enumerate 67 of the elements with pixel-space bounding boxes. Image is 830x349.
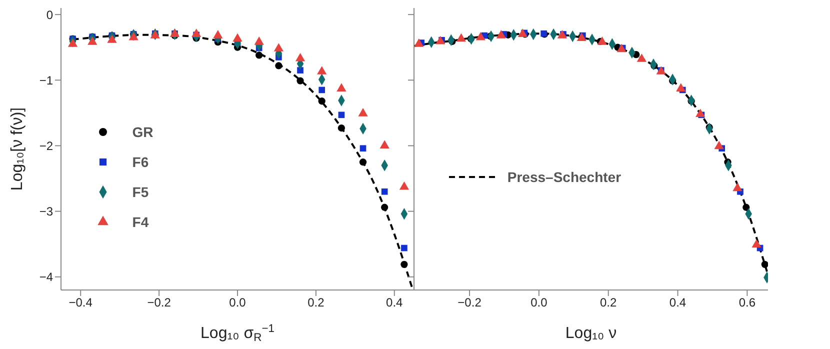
point <box>381 188 388 195</box>
point <box>336 83 346 92</box>
point <box>318 86 325 94</box>
point <box>456 33 466 42</box>
point <box>400 260 408 268</box>
point <box>88 36 98 45</box>
point <box>616 44 626 52</box>
point <box>752 239 762 248</box>
point <box>192 28 202 38</box>
x-tick-label: 0.0 <box>530 296 548 310</box>
point <box>295 52 306 62</box>
point <box>128 32 138 40</box>
point <box>676 83 686 92</box>
y-tick-label: −1 <box>39 73 54 88</box>
point <box>414 38 424 47</box>
x-tick-label: 0.0 <box>229 296 246 310</box>
point <box>696 108 706 118</box>
point <box>761 260 768 268</box>
point <box>401 244 408 252</box>
point <box>275 62 282 70</box>
x-tick-label: −0.2 <box>458 296 482 310</box>
point <box>254 36 264 45</box>
y-tick-label: −2 <box>39 138 54 153</box>
point <box>68 38 78 47</box>
y-tick-label: −3 <box>39 204 54 219</box>
point <box>213 30 223 38</box>
point <box>338 124 346 132</box>
y-axis-title: Log₁₀[ν f(ν)] <box>9 107 26 191</box>
point <box>256 52 263 59</box>
point <box>381 204 388 211</box>
point <box>360 145 366 152</box>
x-tick-label: 0.2 <box>308 296 325 310</box>
x-tick-label: 0.4 <box>669 296 686 310</box>
point <box>597 36 607 45</box>
point <box>232 33 242 42</box>
x-tick-label: 0.2 <box>600 296 618 310</box>
point <box>296 77 304 84</box>
legend-label: F4 <box>132 214 149 230</box>
point <box>496 30 506 38</box>
point <box>359 158 367 166</box>
point <box>358 108 368 116</box>
point <box>714 140 724 150</box>
point <box>518 28 528 38</box>
point <box>318 98 326 105</box>
x-tick-label: 0.4 <box>386 296 404 310</box>
legend-label: F5 <box>132 184 149 200</box>
point <box>436 36 446 44</box>
point <box>636 54 646 62</box>
legend-label: GR <box>132 124 154 140</box>
point <box>557 30 567 38</box>
x-tick-label: 0.6 <box>738 296 756 310</box>
point <box>380 140 390 148</box>
point <box>476 32 486 40</box>
point <box>317 66 327 74</box>
y-tick-label: 0 <box>46 8 54 22</box>
point <box>274 43 284 52</box>
x-tick-label: −0.4 <box>68 296 93 310</box>
point <box>742 204 750 211</box>
x-axis-title: Log₁₀ ν <box>565 325 617 342</box>
x-tick-label: −0.2 <box>147 296 172 310</box>
y-tick-label: −4 <box>39 270 54 284</box>
point <box>399 181 409 190</box>
point <box>338 112 345 118</box>
point <box>107 34 117 43</box>
legend-label: F6 <box>132 154 149 170</box>
legend-label: Press–Schechter <box>507 169 622 186</box>
point <box>732 182 742 192</box>
